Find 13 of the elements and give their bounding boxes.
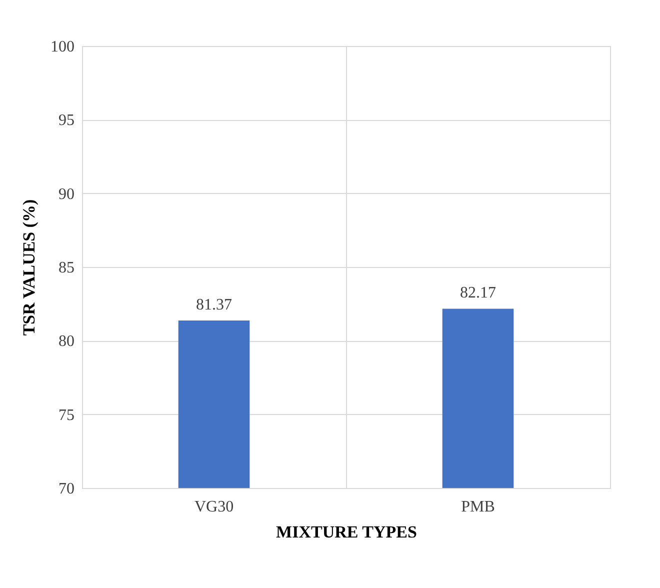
y-tick-label: 100	[50, 38, 74, 56]
x-axis-title: MIXTURE TYPES	[276, 522, 417, 542]
y-axis-title: TSR VALUES (%)	[20, 199, 38, 336]
y-tick-label: 90	[58, 186, 74, 203]
y-tick-label: 70	[58, 480, 74, 498]
y-tick-label: 85	[58, 260, 74, 276]
x-tick-label: VG30	[194, 498, 234, 516]
y-tick-label: 95	[58, 112, 74, 130]
x-tick-label: PMB	[461, 498, 495, 516]
data-label: 81.37	[196, 296, 232, 314]
y-tick-label: 75	[58, 406, 74, 424]
data-label: 82.17	[460, 284, 496, 302]
y-tick-label: 80	[58, 333, 74, 350]
